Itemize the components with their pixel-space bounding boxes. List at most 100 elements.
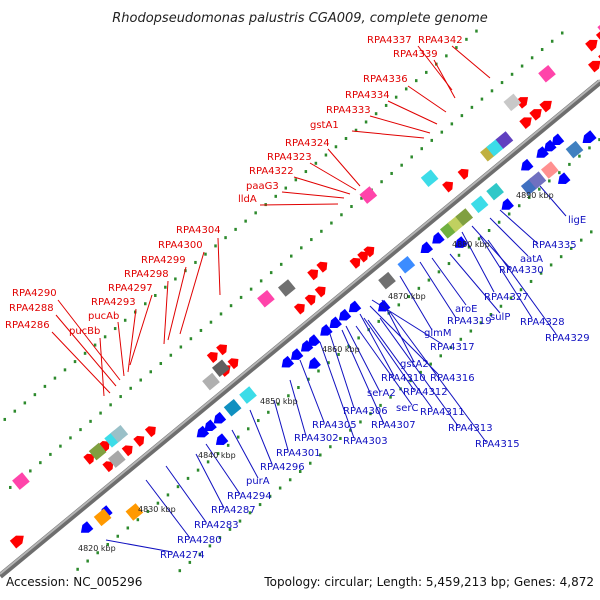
gene-label-RPA4299[interactable]: RPA4299: [141, 255, 186, 266]
tick-mark: [457, 253, 461, 257]
gene-arrow: [196, 425, 210, 438]
gene-label-RPA4297[interactable]: RPA4297: [108, 283, 153, 294]
gene-label-RPA4334[interactable]: RPA4334: [345, 90, 390, 101]
gene-label-lldA[interactable]: lldA: [238, 194, 257, 205]
gene-label-RPA4323[interactable]: RPA4323: [267, 152, 312, 163]
gene-label-RPA4301[interactable]: RPA4301: [276, 448, 321, 459]
gene-label-RPA4302[interactable]: RPA4302: [294, 433, 339, 444]
gene-label-RPA4286[interactable]: RPA4286: [5, 320, 50, 331]
gene-arrow: [529, 109, 542, 121]
gene-label-RPA4329[interactable]: RPA4329: [545, 333, 590, 344]
gene-label-RPA4322[interactable]: RPA4322: [249, 166, 294, 177]
gene-label-glmM[interactable]: glmM: [424, 328, 452, 339]
callout-line: [127, 308, 137, 373]
gene-arrow-shape: [290, 348, 304, 360]
gene-label-RPA4280[interactable]: RPA4280: [177, 535, 222, 546]
gene-arrow: [585, 39, 598, 52]
gene-label-RPA4293[interactable]: RPA4293: [91, 297, 136, 308]
callout-line: [179, 251, 205, 335]
gene-label-pucBb[interactable]: pucBb: [69, 326, 100, 337]
callout-line: [431, 257, 467, 306]
gene-label-ligE[interactable]: ligE: [568, 215, 586, 226]
gene-arrow: [420, 241, 434, 254]
gene-label-RPA4294[interactable]: RPA4294: [227, 491, 272, 502]
gene-label-RPA4312[interactable]: RPA4312: [403, 387, 448, 398]
gene-label-RPA4333[interactable]: RPA4333: [326, 105, 371, 116]
gene-label-RPA4288[interactable]: RPA4288: [9, 303, 54, 314]
gene-label-purA[interactable]: purA: [246, 476, 270, 487]
gene-label-RPA4327[interactable]: RPA4327: [484, 292, 529, 303]
gene-label-paaG3[interactable]: paaG3: [246, 181, 279, 192]
tick-mark: [437, 270, 441, 274]
gene-label-RPA4335[interactable]: RPA4335: [532, 240, 577, 251]
callout-line: [195, 453, 225, 509]
gene-arrow: [551, 133, 565, 146]
callout-line: [231, 429, 259, 479]
gene-label-aroE[interactable]: aroE: [455, 304, 477, 315]
gene-label-RPA4313[interactable]: RPA4313: [448, 423, 493, 434]
tick-mark: [169, 353, 173, 357]
gene-block-shape: [538, 65, 556, 83]
gene-arrow-shape: [204, 419, 217, 432]
gene-label-RPA4303[interactable]: RPA4305: [312, 420, 357, 431]
gene-label-RPA4311[interactable]: RPA4311: [420, 407, 465, 418]
tick-mark: [517, 204, 521, 208]
callout-layer: [51, 45, 567, 553]
gene-label-RPA4330[interactable]: RPA4330: [499, 265, 544, 276]
gene-label-serC[interactable]: serC: [396, 403, 418, 414]
callout-line: [205, 443, 241, 495]
gene-label-pucAb[interactable]: pucAb: [88, 311, 119, 322]
tick-mark: [334, 145, 338, 149]
tick-mark: [309, 461, 312, 465]
gene-label-RPA4316[interactable]: RPA4316: [430, 373, 475, 384]
gene-arrow-shape: [457, 168, 469, 180]
tick-mark: [73, 360, 77, 364]
gene-label-RPA4324[interactable]: RPA4324: [285, 138, 330, 149]
kbp-marker-4830: 4830 kbp: [138, 505, 176, 514]
gene-label-RPA4319[interactable]: RPA4319: [447, 316, 492, 327]
gene-label-RPA4290[interactable]: RPA4290: [12, 288, 57, 299]
gene-label-RPA4300[interactable]: RPA4300: [158, 240, 203, 251]
callout-line: [387, 100, 438, 125]
gene-block: [503, 93, 522, 112]
gene-label-RPA4317[interactable]: RPA4317: [430, 342, 475, 353]
gene-arrow: [539, 100, 552, 113]
gene-block: [540, 161, 559, 179]
gene-label-RPA4305[interactable]: RPA4303: [343, 436, 388, 447]
gene-label-RPA4315[interactable]: RPA4315: [475, 439, 520, 450]
gene-label-RPA4283[interactable]: RPA4283: [194, 520, 239, 531]
gene-label-RPA4298[interactable]: RPA4298: [124, 269, 169, 280]
tick-mark: [329, 445, 332, 449]
tick-mark: [310, 238, 313, 242]
gene-label-RPA4328[interactable]: RPA4328: [520, 317, 565, 328]
gene-label-serA2[interactable]: serA2: [367, 388, 396, 399]
gene-label-aatA[interactable]: aatA: [520, 254, 543, 265]
gene-label-gstA2[interactable]: gstA2: [400, 359, 429, 370]
gene-arrow-shape: [349, 257, 361, 269]
tick-mark: [379, 403, 382, 407]
gene-label-RPA4307[interactable]: RPA4307: [371, 420, 416, 431]
gene-arrow-shape: [551, 133, 565, 146]
gene-label-gstA1[interactable]: gstA1: [310, 120, 339, 131]
gene-label-RPA4274[interactable]: RPA4274: [160, 550, 205, 561]
gene-label-RPA4306[interactable]: RPA4306: [343, 406, 388, 417]
gene-label-RPA4296[interactable]: RPA4296: [260, 462, 305, 473]
tick-mark: [9, 485, 12, 489]
gene-label-RPA4304[interactable]: RPA4304: [176, 225, 221, 236]
gene-label-RPA4342[interactable]: RPA4342: [418, 35, 463, 46]
gene-arrow: [98, 441, 110, 452]
gene-label-RPA4337[interactable]: RPA4337: [367, 35, 412, 46]
gene-label-RPA4287[interactable]: RPA4287: [211, 505, 256, 516]
tick-mark: [479, 321, 483, 325]
gene-arrow-shape: [206, 352, 218, 363]
gene-label-sulP[interactable]: sulP: [490, 312, 510, 323]
gene-arrow: [457, 168, 469, 180]
gene-block: [12, 472, 30, 490]
gene-label-RPA4336[interactable]: RPA4336: [363, 74, 408, 85]
gene-arrow-shape: [121, 445, 133, 457]
tick-mark: [369, 412, 372, 416]
gene-block-shape: [277, 279, 296, 297]
gene-label-RPA4339[interactable]: RPA4339: [393, 49, 438, 60]
gene-label-RPA4310[interactable]: RPA4310: [381, 373, 426, 384]
gene-arrow: [442, 181, 454, 193]
